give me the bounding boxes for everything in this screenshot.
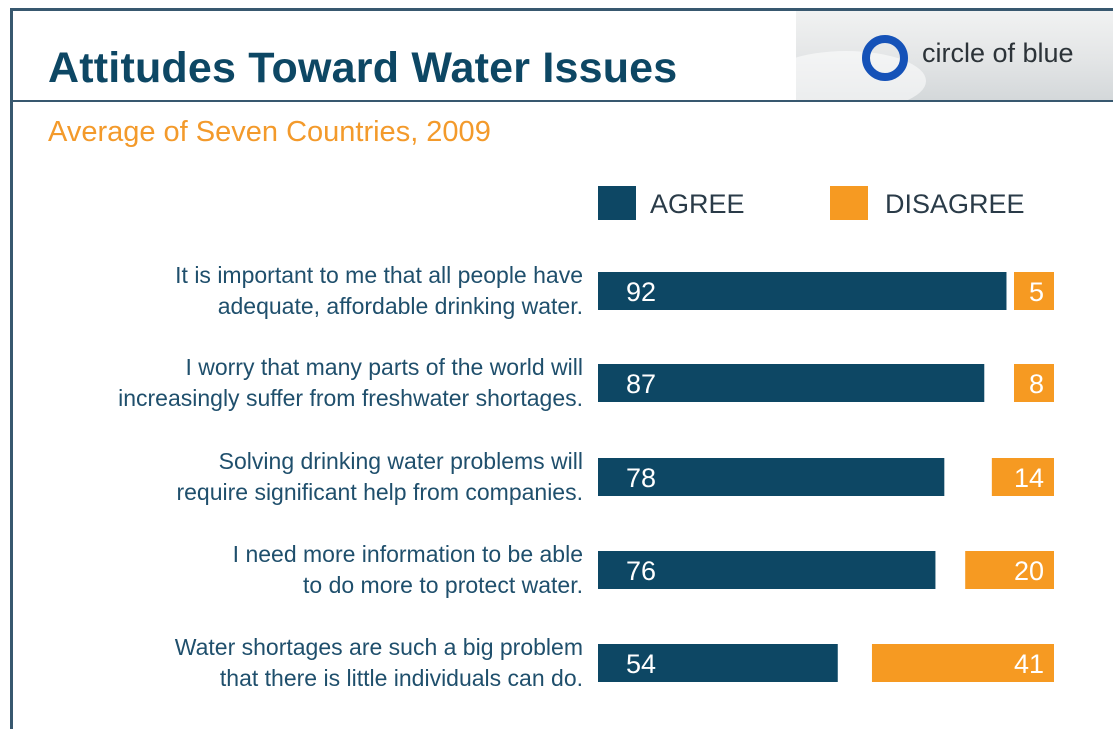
disagree-bar [871,644,1054,682]
agree-bar [598,644,838,682]
agree-value-label: 54 [626,649,656,679]
circle-ring-icon [862,35,908,81]
statement-label: Solving drinking water problems will [218,448,583,474]
disagree-bar [1014,364,1054,402]
statement-label: increasingly suffer from freshwater shor… [118,385,583,411]
agree-value-label: 76 [626,556,656,586]
agree-bar [598,551,936,589]
disagree-bar [1014,272,1054,310]
disagree-value-label: 5 [1029,277,1044,307]
statement-label: I need more information to be able [232,541,583,567]
header-band [10,8,1113,102]
legend-swatch-disagree [830,186,868,220]
disagree-value-label: 20 [1014,556,1044,586]
statement-label: to do more to protect water. [303,572,583,598]
agree-value-label: 87 [626,369,656,399]
chart-subtitle: Average of Seven Countries, 2009 [48,116,491,148]
statement-label: I worry that many parts of the world wil… [185,354,583,380]
logo-panel [796,11,1113,100]
agree-value-label: 92 [626,277,656,307]
legend-swatch-agree [598,186,636,220]
statement-label: Water shortages are such a big problem [174,634,583,660]
agree-bar [598,364,985,402]
agree-value-label: 78 [626,463,656,493]
statement-label: that there is little individuals can do. [219,665,583,691]
statement-label: It is important to me that all people ha… [175,262,583,288]
disagree-bar [965,551,1054,589]
logo-text: circle of blue [922,38,1074,68]
disagree-bar [991,458,1054,496]
legend-label-agree: AGREE [650,189,745,219]
legend-label-disagree: DISAGREE [885,189,1025,219]
page-title: Attitudes Toward Water Issues [48,44,678,92]
statement-label: require significant help from companies. [176,479,583,505]
disagree-value-label: 8 [1029,369,1044,399]
disagree-value-label: 41 [1014,649,1044,679]
disagree-value-label: 14 [1014,463,1044,493]
agree-bar [598,458,945,496]
agree-bar [598,272,1007,310]
statement-label: adequate, affordable drinking water. [217,293,583,319]
